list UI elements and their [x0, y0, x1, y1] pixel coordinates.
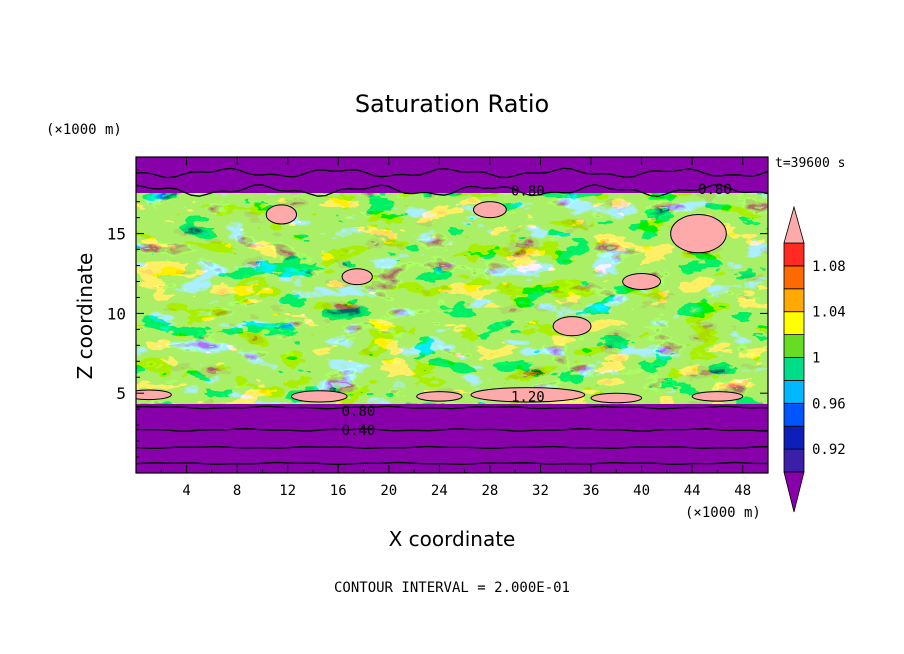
contour-label: 0.80 — [342, 404, 376, 420]
colorbar-band — [783, 334, 805, 358]
y-axis: 5 10 15 — [107, 169, 768, 458]
contour-interval-footer: CONTOUR INTERVAL = 2.000E-01 — [334, 580, 570, 596]
pink-patch — [691, 391, 744, 402]
pink-patch — [470, 387, 586, 403]
time-label: t=39600 s — [775, 156, 845, 171]
pink-patch — [670, 213, 727, 254]
contour-label-group: 0.80 0.80 1.20 0.80 0.40 — [342, 182, 732, 439]
x-tick-label: 28 — [481, 483, 498, 499]
y-tick-label: 15 — [107, 225, 126, 244]
contour-line — [136, 445, 768, 450]
pink-patch — [590, 392, 643, 404]
contour-label: 0.40 — [342, 423, 376, 439]
contour-line — [136, 461, 768, 465]
colorbar-label: 1 — [812, 351, 820, 367]
y-tick-label: 5 — [116, 384, 126, 403]
x-axis-label: X coordinate — [389, 527, 516, 551]
contour-line — [136, 167, 768, 179]
colorbar-band — [783, 242, 805, 267]
colorbar-band — [783, 311, 805, 336]
x-tick-label: 12 — [279, 483, 296, 499]
lower-dry-layer — [136, 404, 768, 473]
x-tick-label: 8 — [233, 483, 241, 499]
pink-patch — [136, 389, 172, 401]
contour-label: 0.80 — [511, 184, 545, 200]
x-tick-label: 4 — [182, 483, 190, 499]
supersaturated-patches — [136, 201, 744, 404]
colorbar-band — [783, 425, 805, 450]
x-tick-label: 16 — [330, 483, 347, 499]
colorbar-band — [783, 402, 805, 427]
pink-patch — [472, 201, 507, 219]
pink-patch — [265, 204, 298, 225]
y-unit-label: (×1000 m) — [46, 122, 122, 138]
x-tick-label: 44 — [684, 483, 701, 499]
y-axis-label: Z coordinate — [73, 253, 97, 380]
cloud-layer — [136, 193, 768, 407]
contour-label: 1.20 — [511, 389, 545, 405]
saturation-field — [136, 157, 768, 473]
x-tick-label: 40 — [633, 483, 650, 499]
colorbar-band — [783, 357, 805, 381]
contour-label: 0.80 — [698, 182, 732, 198]
x-tick-label: 48 — [734, 483, 751, 499]
chart-title: Saturation Ratio — [355, 90, 549, 118]
colorbar-label: 1.08 — [812, 259, 846, 275]
pink-patch — [416, 391, 463, 402]
y-tick-label: 10 — [107, 304, 126, 323]
colorbar-label: 1.04 — [812, 305, 846, 321]
x-tick-label: 20 — [380, 483, 397, 499]
colorbar-band — [783, 379, 805, 404]
colorbar-top-arrow — [783, 205, 805, 244]
x-axis: 4 8 12 16 20 24 28 32 36 40 44 48 — [160, 157, 751, 499]
colorbar: 1.08 1.04 1 0.96 0.92 — [783, 205, 846, 513]
contour-line — [136, 184, 768, 198]
plot-frame — [135, 156, 769, 474]
pink-patch — [290, 390, 348, 403]
x-tick-label: 36 — [583, 483, 600, 499]
contour-line — [136, 428, 768, 432]
pink-patch — [341, 268, 373, 286]
pink-patch — [622, 273, 662, 290]
x-tick-label: 32 — [532, 483, 549, 499]
colorbar-band — [783, 265, 805, 290]
colorbar-label: 0.96 — [812, 396, 846, 412]
x-tick-label: 24 — [431, 483, 448, 499]
x-unit-label: (×1000 m) — [685, 505, 761, 521]
colorbar-band — [783, 448, 805, 473]
colorbar-band — [783, 288, 805, 313]
contour-line — [136, 405, 768, 410]
colorbar-bottom-arrow — [783, 471, 805, 513]
colorbar-label: 0.92 — [812, 442, 846, 458]
contour-lines — [136, 167, 768, 465]
pink-patch — [552, 316, 592, 337]
